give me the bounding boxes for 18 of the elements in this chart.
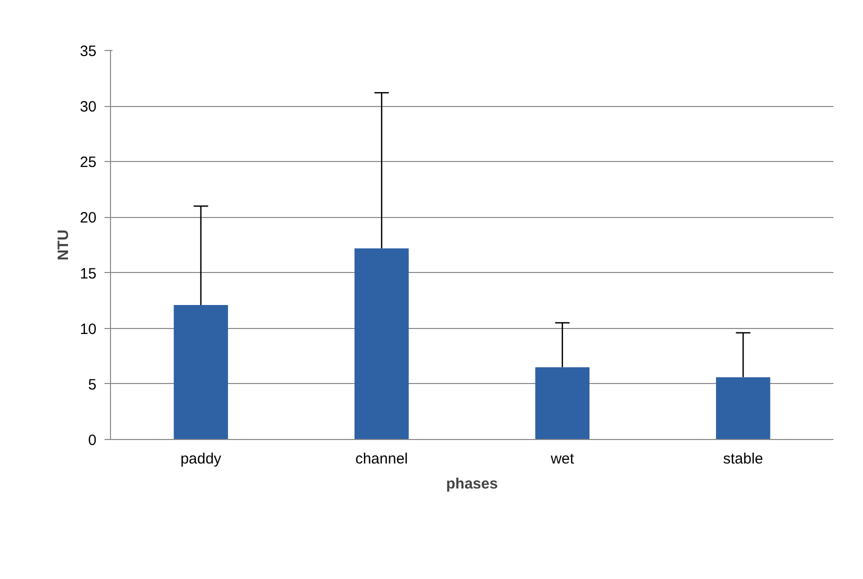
y-axis-title: NTU — [54, 230, 72, 260]
bar — [716, 377, 770, 440]
y-tick-label: 20 — [80, 210, 97, 227]
y-tick-label: 10 — [80, 320, 97, 338]
y-tick-label: 15 — [80, 265, 97, 282]
y-tick-label: 35 — [80, 43, 97, 60]
bar — [354, 248, 409, 440]
x-tick-label: channel — [355, 450, 408, 468]
x-axis-title: phases — [446, 476, 498, 492]
y-tick-label: 0 — [88, 432, 96, 449]
bar — [174, 305, 228, 440]
y-tick-label: 25 — [80, 154, 97, 172]
bar — [535, 367, 590, 440]
y-tick-label: 30 — [80, 98, 97, 116]
x-tick-label: paddy — [180, 450, 222, 468]
y-tick-label: 5 — [88, 376, 96, 394]
x-tick-label: stable — [723, 450, 764, 468]
x-tick-label: wet — [550, 450, 575, 468]
